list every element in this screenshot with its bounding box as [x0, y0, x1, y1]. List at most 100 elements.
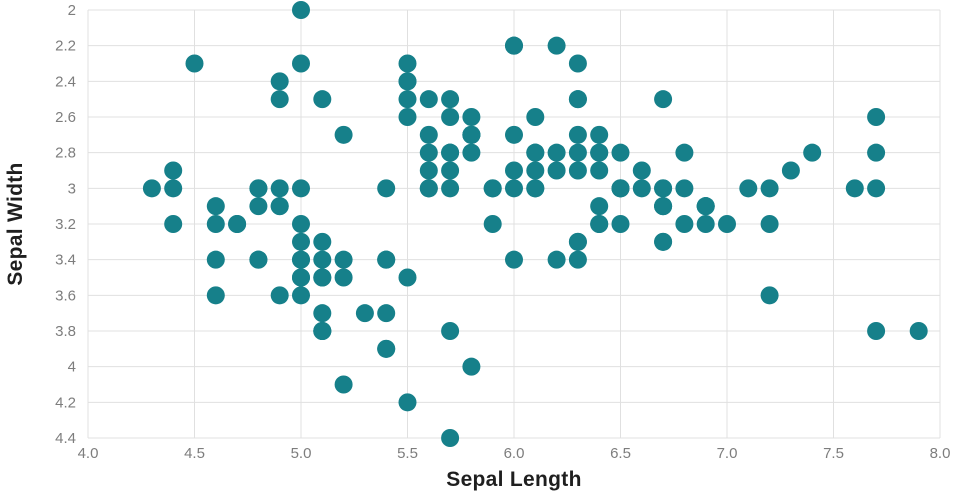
data-point[interactable]: [590, 215, 609, 233]
data-point[interactable]: [505, 125, 523, 144]
data-point[interactable]: [441, 161, 460, 180]
data-point[interactable]: [377, 304, 396, 323]
data-point[interactable]: [590, 143, 609, 162]
data-point[interactable]: [292, 268, 310, 287]
data-point[interactable]: [462, 357, 481, 376]
data-point[interactable]: [441, 108, 460, 126]
data-point[interactable]: [760, 215, 779, 233]
data-point[interactable]: [206, 250, 225, 269]
data-point[interactable]: [526, 179, 545, 198]
data-point[interactable]: [249, 250, 268, 269]
data-point[interactable]: [526, 161, 545, 180]
data-point[interactable]: [334, 125, 353, 144]
data-point[interactable]: [526, 108, 545, 126]
data-point[interactable]: [462, 125, 481, 144]
data-point[interactable]: [654, 197, 673, 216]
data-point[interactable]: [568, 54, 587, 73]
data-point[interactable]: [270, 179, 289, 198]
data-point[interactable]: [142, 179, 161, 198]
data-point[interactable]: [547, 36, 566, 55]
data-point[interactable]: [568, 143, 587, 162]
data-point[interactable]: [760, 179, 779, 198]
data-point[interactable]: [568, 232, 587, 251]
data-point[interactable]: [590, 197, 609, 216]
data-point[interactable]: [462, 108, 481, 126]
data-point[interactable]: [313, 250, 332, 269]
data-point[interactable]: [249, 197, 268, 216]
data-point[interactable]: [803, 143, 822, 162]
data-point[interactable]: [696, 197, 715, 216]
data-point[interactable]: [547, 250, 566, 269]
data-point[interactable]: [398, 72, 417, 91]
data-point[interactable]: [547, 143, 566, 162]
data-point[interactable]: [419, 179, 438, 198]
data-point[interactable]: [696, 215, 715, 233]
data-point[interactable]: [483, 215, 502, 233]
data-point[interactable]: [398, 90, 417, 109]
data-point[interactable]: [419, 125, 438, 144]
data-point[interactable]: [270, 286, 289, 305]
data-point[interactable]: [654, 179, 673, 198]
data-point[interactable]: [760, 286, 779, 305]
data-point[interactable]: [206, 286, 225, 305]
data-point[interactable]: [590, 161, 609, 180]
data-point[interactable]: [419, 143, 438, 162]
data-point[interactable]: [334, 268, 353, 287]
data-point[interactable]: [313, 304, 332, 323]
data-point[interactable]: [611, 143, 630, 162]
data-point[interactable]: [292, 232, 310, 251]
data-point[interactable]: [526, 143, 545, 162]
data-point[interactable]: [313, 90, 332, 109]
data-point[interactable]: [377, 179, 396, 198]
data-point[interactable]: [206, 197, 225, 216]
data-point[interactable]: [164, 179, 183, 198]
data-point[interactable]: [398, 268, 417, 287]
data-point[interactable]: [249, 179, 268, 198]
data-point[interactable]: [611, 179, 630, 198]
data-point[interactable]: [739, 179, 758, 198]
data-point[interactable]: [398, 108, 417, 126]
data-point[interactable]: [675, 179, 694, 198]
data-point[interactable]: [292, 1, 310, 19]
data-point[interactable]: [845, 179, 864, 198]
data-point[interactable]: [206, 215, 225, 233]
data-point[interactable]: [483, 179, 502, 198]
data-point[interactable]: [632, 179, 651, 198]
data-point[interactable]: [441, 143, 460, 162]
data-point[interactable]: [292, 215, 310, 233]
data-point[interactable]: [462, 143, 481, 162]
data-point[interactable]: [441, 90, 460, 109]
data-point[interactable]: [185, 54, 204, 73]
data-point[interactable]: [568, 250, 587, 269]
data-point[interactable]: [867, 108, 886, 126]
data-point[interactable]: [441, 179, 460, 198]
data-point[interactable]: [505, 36, 523, 55]
data-point[interactable]: [419, 161, 438, 180]
data-point[interactable]: [718, 215, 736, 233]
data-point[interactable]: [270, 197, 289, 216]
data-point[interactable]: [611, 215, 630, 233]
data-point[interactable]: [675, 143, 694, 162]
data-point[interactable]: [568, 90, 587, 109]
data-point[interactable]: [419, 90, 438, 109]
data-point[interactable]: [164, 215, 183, 233]
data-point[interactable]: [164, 161, 183, 180]
data-point[interactable]: [313, 322, 332, 340]
data-point[interactable]: [377, 339, 396, 358]
data-point[interactable]: [292, 179, 310, 198]
data-point[interactable]: [334, 375, 353, 394]
data-point[interactable]: [270, 72, 289, 91]
data-point[interactable]: [441, 322, 460, 340]
data-point[interactable]: [292, 54, 310, 73]
data-point[interactable]: [505, 179, 523, 198]
data-point[interactable]: [909, 322, 928, 340]
data-point[interactable]: [505, 250, 523, 269]
data-point[interactable]: [867, 322, 886, 340]
data-point[interactable]: [334, 250, 353, 269]
data-point[interactable]: [867, 143, 886, 162]
data-point[interactable]: [781, 161, 800, 180]
data-point[interactable]: [398, 393, 417, 412]
data-point[interactable]: [590, 125, 609, 144]
data-point[interactable]: [505, 161, 523, 180]
data-point[interactable]: [632, 161, 651, 180]
